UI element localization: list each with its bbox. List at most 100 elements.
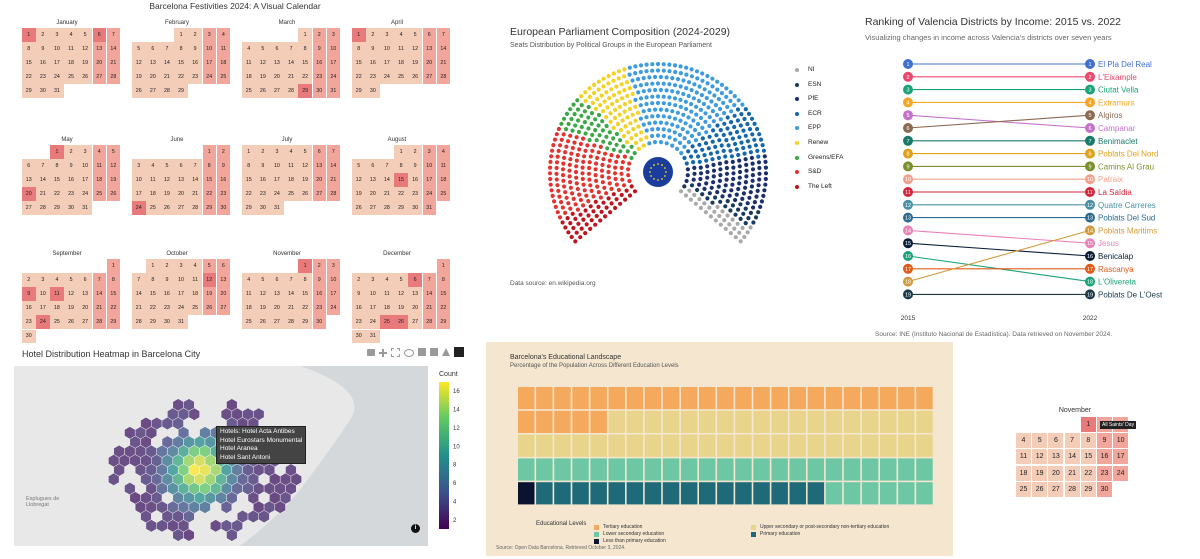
calendar-day[interactable]: 25 bbox=[64, 70, 78, 84]
calendar-day[interactable]: 21 bbox=[92, 301, 106, 315]
calendar-day[interactable]: 4 bbox=[64, 28, 78, 42]
calendar-day[interactable]: 16 bbox=[352, 301, 366, 315]
calendar-day[interactable]: 15 bbox=[1080, 449, 1096, 465]
calendar-day[interactable]: 15 bbox=[146, 287, 160, 301]
calendar-day[interactable]: 19 bbox=[394, 301, 408, 315]
calendar-day[interactable]: 15 bbox=[242, 173, 256, 187]
calendar-day[interactable]: 24 bbox=[202, 70, 216, 84]
calendar-day[interactable]: 27 bbox=[174, 201, 188, 215]
calendar-day[interactable]: 17 bbox=[1113, 449, 1129, 465]
calendar-day[interactable]: 6 bbox=[174, 159, 188, 173]
calendar-day[interactable]: 15 bbox=[394, 173, 408, 187]
calendar-day[interactable]: 28 bbox=[1064, 481, 1080, 497]
calendar-day[interactable]: 12 bbox=[394, 287, 408, 301]
calendar-day[interactable]: 26 bbox=[256, 315, 270, 329]
calendar-day[interactable]: 18 bbox=[380, 301, 394, 315]
calendar-day[interactable]: 26 bbox=[106, 187, 121, 201]
calendar-day[interactable]: 18 bbox=[216, 56, 231, 70]
calendar-day[interactable]: 15 bbox=[174, 56, 188, 70]
hex-bin[interactable] bbox=[183, 528, 195, 542]
calendar-day[interactable]: 9 bbox=[366, 42, 380, 56]
calendar-day[interactable]: 17 bbox=[132, 187, 146, 201]
calendar-day[interactable]: 3 bbox=[380, 28, 394, 42]
calendar-day[interactable]: 16 bbox=[312, 287, 326, 301]
calendar-day[interactable]: 2 bbox=[312, 259, 326, 273]
calendar-day[interactable]: 27 bbox=[270, 84, 284, 98]
legend-label[interactable]: Less than primary education bbox=[603, 538, 666, 544]
calendar-day[interactable]: 20 bbox=[366, 187, 380, 201]
calendar-day[interactable]: 23 bbox=[312, 70, 326, 84]
calendar-day[interactable]: 21 bbox=[106, 56, 121, 70]
calendar-day[interactable]: 19 bbox=[106, 173, 121, 187]
info-icon[interactable]: i bbox=[411, 524, 420, 533]
calendar-day[interactable]: 13 bbox=[216, 273, 231, 287]
calendar-day[interactable]: 29 bbox=[1080, 481, 1096, 497]
calendar-day[interactable]: 3 bbox=[78, 145, 92, 159]
hex-bin[interactable] bbox=[188, 407, 200, 421]
calendar-day[interactable]: 8 bbox=[106, 273, 121, 287]
calendar-day[interactable]: 12 bbox=[256, 56, 270, 70]
calendar-day[interactable]: 14 bbox=[284, 56, 298, 70]
hex-bin[interactable] bbox=[226, 528, 238, 542]
calendar-day[interactable]: 29 bbox=[298, 315, 312, 329]
calendar-day[interactable]: 23 bbox=[1097, 465, 1112, 481]
calendar-day[interactable]: 23 bbox=[22, 315, 36, 329]
calendar-day[interactable]: 9 bbox=[352, 287, 366, 301]
calendar-day[interactable]: 8 bbox=[1080, 433, 1096, 449]
calendar-day[interactable]: 14 bbox=[160, 56, 174, 70]
calendar-day[interactable]: 19 bbox=[256, 301, 270, 315]
calendar-day[interactable]: 9 bbox=[408, 159, 422, 173]
calendar-day[interactable]: 25 bbox=[216, 70, 231, 84]
calendar-day[interactable]: 2 bbox=[352, 273, 366, 287]
hex-bin[interactable] bbox=[274, 500, 286, 514]
calendar-day[interactable]: 10 bbox=[1113, 433, 1129, 449]
calendar-day[interactable]: 9 bbox=[312, 42, 326, 56]
calendar-day[interactable]: 13 bbox=[22, 173, 36, 187]
calendar-day[interactable]: 10 bbox=[36, 287, 50, 301]
calendar-day[interactable]: 29 bbox=[242, 201, 256, 215]
calendar-day[interactable]: 14 bbox=[422, 287, 436, 301]
calendar-day[interactable]: 2 bbox=[366, 28, 380, 42]
calendar-day[interactable]: 30 bbox=[216, 201, 231, 215]
calendar-day[interactable]: 27 bbox=[146, 84, 160, 98]
calendar-day[interactable]: 23 bbox=[256, 187, 270, 201]
calendar-day[interactable]: 18 bbox=[146, 187, 160, 201]
calendar-day[interactable]: 26 bbox=[352, 201, 366, 215]
calendar-day[interactable]: 14 bbox=[92, 287, 106, 301]
calendar-day[interactable]: 29 bbox=[106, 315, 121, 329]
calendar-day[interactable]: 16 bbox=[160, 287, 174, 301]
calendar-day[interactable]: 27 bbox=[1048, 481, 1064, 497]
calendar-day[interactable]: 13 bbox=[146, 56, 160, 70]
calendar-day[interactable]: 28 bbox=[106, 70, 121, 84]
calendar-day[interactable]: 19 bbox=[78, 56, 92, 70]
calendar-day[interactable]: 29 bbox=[202, 201, 216, 215]
calendar-day[interactable]: 15 bbox=[22, 56, 36, 70]
calendar-day[interactable]: 20 bbox=[174, 187, 188, 201]
calendar-day[interactable]: 11 bbox=[1016, 449, 1031, 465]
calendar-day[interactable]: 25 bbox=[1016, 481, 1031, 497]
calendar-day[interactable]: 10 bbox=[270, 159, 284, 173]
calendar-day[interactable]: 23 bbox=[188, 70, 202, 84]
calendar-day[interactable]: 25 bbox=[284, 187, 298, 201]
calendar-day[interactable]: 11 bbox=[284, 159, 298, 173]
calendar-day[interactable]: 16 bbox=[188, 56, 202, 70]
calendar-day[interactable]: 2 bbox=[36, 28, 50, 42]
calendar-day[interactable]: 19 bbox=[160, 187, 174, 201]
calendar-day[interactable]: 3 bbox=[174, 259, 188, 273]
calendar-day[interactable]: 12 bbox=[202, 273, 216, 287]
calendar-day[interactable]: 3 bbox=[132, 159, 146, 173]
calendar-day[interactable]: 23 bbox=[64, 187, 78, 201]
calendar-day[interactable]: 9 bbox=[188, 42, 202, 56]
calendar-day[interactable]: 16 bbox=[22, 301, 36, 315]
calendar-day[interactable]: 23 bbox=[216, 187, 231, 201]
calendar-day[interactable]: 23 bbox=[352, 315, 366, 329]
calendar-day[interactable]: 9 bbox=[216, 159, 231, 173]
calendar-day[interactable]: 18 bbox=[242, 301, 256, 315]
hex-bin[interactable] bbox=[199, 500, 211, 514]
legend-label[interactable]: Lower secondary education bbox=[603, 531, 665, 537]
calendar-day[interactable]: 2 bbox=[22, 273, 36, 287]
calendar-day[interactable]: 27 bbox=[408, 315, 422, 329]
calendar-day[interactable]: 15 bbox=[298, 287, 312, 301]
calendar-day[interactable]: 11 bbox=[242, 56, 256, 70]
calendar-day[interactable]: 25 bbox=[394, 70, 408, 84]
